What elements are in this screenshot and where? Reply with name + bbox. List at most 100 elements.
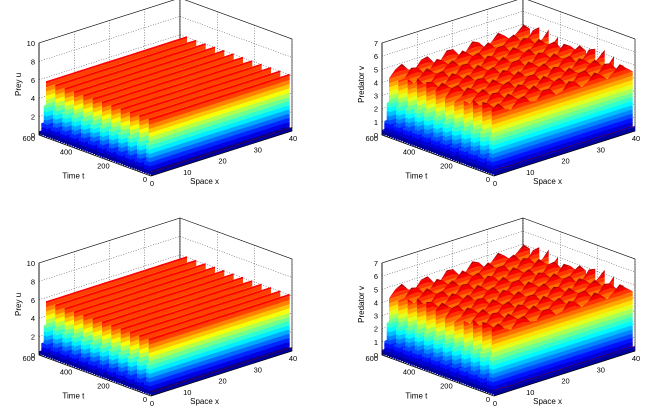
surface-band (417, 256, 558, 306)
surface-band (148, 92, 290, 142)
surface-band (491, 308, 633, 358)
surface-band (398, 33, 540, 83)
surface-band (46, 256, 187, 304)
surface-u (39, 256, 293, 396)
t-tick-label: 600 (22, 354, 35, 363)
z-tick-label: 2 (374, 325, 378, 334)
surface-band (46, 258, 187, 308)
surface-band (435, 45, 577, 92)
z-tick-label: 4 (31, 314, 35, 323)
surface-band (148, 337, 290, 387)
z-tick-label: 0 (374, 351, 378, 360)
surface-v (382, 244, 636, 396)
surface-v (382, 24, 636, 176)
z-tick-label: 10 (27, 259, 35, 268)
x-axis-line (493, 130, 636, 177)
surface-band (55, 41, 197, 91)
surface-band (491, 325, 633, 375)
t-tick-label: 400 (403, 368, 416, 377)
t-tick-label: 0 (486, 175, 490, 184)
surface-band (473, 276, 614, 326)
surface-band (92, 53, 234, 101)
surface-band (139, 72, 281, 122)
z-tick-label: 6 (31, 296, 35, 305)
z-axis-label: Prey u (14, 293, 23, 316)
surface-band (139, 290, 281, 338)
surface-u (39, 36, 293, 176)
x-tick-label: 20 (561, 157, 569, 166)
surface-band (491, 333, 633, 383)
x-tick-label: 40 (632, 354, 640, 363)
surface-band (491, 329, 633, 379)
surface-band (102, 276, 243, 324)
surface-band (435, 263, 577, 311)
t-tick-label: 200 (97, 381, 110, 390)
surface-band (55, 259, 197, 307)
surface-band (151, 347, 292, 396)
surface-band (491, 71, 633, 121)
surface-band (55, 261, 197, 311)
surface-band (148, 308, 290, 358)
surface-band (102, 56, 243, 104)
x-tick-label: 10 (526, 168, 534, 177)
surface-band (83, 51, 225, 101)
t-axis-label: Time t (405, 171, 428, 180)
surface-band (130, 288, 271, 339)
t-tick-label: 400 (60, 368, 73, 377)
surface-band (491, 67, 633, 113)
z-tick-label: 6 (374, 272, 378, 281)
surface-band (482, 283, 624, 329)
z-tick-label: 6 (374, 52, 378, 61)
x-tick-label: 20 (218, 377, 226, 386)
surface-band (83, 269, 225, 317)
surface-band (494, 346, 635, 392)
x-tick-label: 0 (493, 399, 497, 408)
surface-band (491, 121, 633, 171)
surface-band (426, 261, 568, 308)
surface-band (148, 312, 290, 362)
surface-band (445, 50, 586, 100)
surface-band (491, 84, 633, 134)
surface-band (445, 48, 586, 99)
t-axis-line (381, 134, 495, 177)
t-tick-label: 0 (486, 395, 490, 404)
surface-slice (494, 346, 635, 396)
surface-band (74, 268, 215, 318)
t-tick-label: 0 (143, 175, 147, 184)
surface-band (491, 75, 633, 125)
surface-band (46, 38, 187, 88)
surface-band (120, 283, 262, 331)
t-tick-label: 600 (365, 354, 378, 363)
z-axis-label: Predator v (357, 66, 366, 103)
surface-band (111, 60, 253, 108)
z-tick-label: 2 (31, 113, 35, 122)
z-tick-label: 4 (374, 78, 378, 87)
surface-band (491, 109, 633, 159)
surface-band (148, 293, 290, 341)
surface-front-edge (150, 127, 293, 173)
t-axis-line (381, 354, 495, 397)
surface-band (148, 295, 290, 345)
z-tick-label: 7 (374, 259, 378, 268)
surface-band (445, 270, 586, 320)
surface-band (46, 36, 187, 84)
surface-band (148, 84, 290, 134)
t-axis-label: Time t (62, 171, 85, 180)
surface-band (491, 337, 633, 387)
z-tick-label: 2 (374, 105, 378, 114)
surface-band (491, 341, 633, 391)
surface-band (120, 285, 262, 335)
surface-band (463, 269, 605, 324)
surface-band (111, 280, 253, 328)
surface-band (494, 126, 635, 176)
surface-band (130, 68, 271, 119)
surface-band (491, 316, 633, 366)
surface-band (148, 320, 290, 371)
x-tick-label: 10 (183, 168, 191, 177)
surface-band (491, 117, 633, 167)
surface-band (55, 39, 197, 87)
surface-band (491, 291, 633, 341)
z-tick-label: 1 (374, 118, 378, 127)
